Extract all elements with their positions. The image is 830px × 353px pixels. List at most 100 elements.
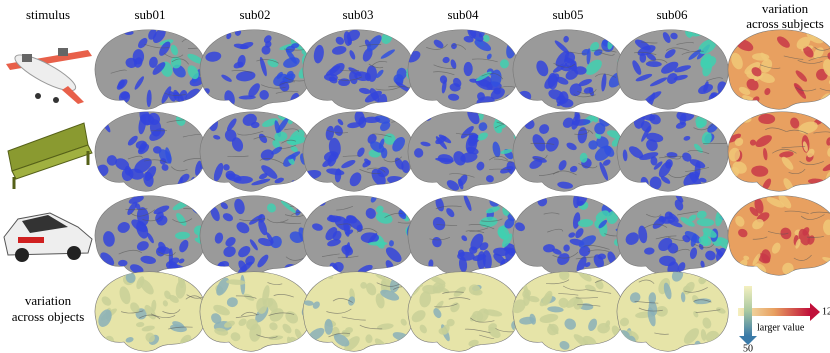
- brain-blob: [303, 196, 312, 206]
- brain-map: [512, 195, 625, 276]
- brain-blob: [648, 300, 658, 316]
- brain-blob: [771, 242, 781, 254]
- brain-blob: [470, 233, 484, 251]
- brain-blob: [569, 165, 578, 173]
- brain-blob: [348, 67, 362, 77]
- brain-sulcus: [489, 168, 512, 171]
- brain-sulcus: [786, 129, 809, 135]
- brain-blob: [802, 141, 808, 152]
- brain-blob: [485, 175, 494, 183]
- brain-blob: [438, 286, 450, 294]
- brain-blob: [262, 118, 278, 128]
- brain-blob: [450, 59, 457, 69]
- brain-blob: [162, 300, 168, 307]
- brain-blob: [274, 131, 288, 142]
- brain-blob: [689, 172, 702, 188]
- brain-blob: [511, 262, 520, 276]
- brain-sulcus: [667, 236, 684, 241]
- brain-blob: [649, 176, 662, 190]
- brain-blob: [322, 158, 332, 168]
- brain-blob: [670, 32, 678, 40]
- subject-header: sub06: [656, 7, 688, 22]
- brain-sulcus: [259, 158, 284, 165]
- brain-blob: [328, 76, 338, 84]
- brain-blob: [483, 34, 490, 42]
- brain-blob: [701, 131, 712, 145]
- brain-blob: [532, 134, 546, 152]
- brain-blob: [576, 200, 584, 206]
- colorbar-vertical: [744, 286, 752, 336]
- brain-map: [302, 195, 415, 276]
- brain-sulcus: [231, 70, 253, 74]
- brain-blob: [341, 160, 356, 169]
- brain-blob: [249, 239, 258, 251]
- brain-blob: [827, 147, 830, 157]
- brain-blob: [758, 113, 776, 125]
- brain-sulcus: [185, 295, 203, 300]
- brain-blob: [343, 218, 350, 237]
- brain-sulcus: [800, 214, 825, 220]
- brain-blob: [586, 48, 591, 65]
- brain-blob: [622, 149, 628, 162]
- brain-blob: [346, 29, 360, 42]
- brain-sulcus: [684, 287, 708, 293]
- brain-blob: [475, 78, 493, 91]
- brain-blob: [728, 147, 741, 162]
- brain-blob: [205, 51, 222, 62]
- brain-blob: [358, 87, 371, 95]
- brain-blob: [796, 36, 811, 50]
- brain-blob: [763, 148, 768, 161]
- brain-blob: [258, 219, 268, 236]
- brain-overlay: [512, 271, 621, 350]
- brain-blob: [145, 332, 155, 343]
- brain-sulcus: [227, 155, 249, 158]
- brain-blob: [460, 152, 478, 163]
- brain-blob: [559, 341, 570, 350]
- brain-sulcus: [267, 282, 283, 285]
- brain-sulcus: [668, 173, 691, 178]
- brain-sulcus: [575, 256, 596, 260]
- brain-blob: [349, 50, 356, 60]
- brain-blob: [135, 322, 145, 328]
- brain-blob: [632, 60, 642, 75]
- brain-blob: [752, 53, 770, 61]
- brain-blob: [683, 328, 700, 344]
- brain-blob: [700, 55, 717, 69]
- brain-blob: [595, 210, 610, 221]
- brain-sulcus: [659, 155, 684, 159]
- brain-blob: [214, 232, 224, 244]
- brain-sulcus: [634, 51, 657, 55]
- brain-blob: [705, 250, 716, 261]
- brain-blob: [698, 236, 712, 247]
- brain-blob: [777, 36, 790, 48]
- brain-blob: [347, 122, 361, 129]
- brain-blob: [125, 272, 136, 284]
- brain-sulcus: [237, 130, 264, 136]
- brain-sulcus: [256, 334, 278, 339]
- brain-blob: [760, 58, 773, 73]
- colorbar-max: 120: [822, 306, 830, 317]
- brain-blob: [476, 161, 485, 171]
- brain-blob: [268, 335, 284, 341]
- brain-blob: [467, 111, 480, 125]
- brain-blob: [738, 86, 751, 95]
- brain-blob: [375, 69, 384, 78]
- brain-blob: [490, 87, 505, 100]
- brain-sulcus: [337, 76, 363, 81]
- brain-sulcus: [376, 282, 400, 287]
- brain-blob: [562, 117, 574, 128]
- brain-blob: [439, 75, 448, 84]
- brain-blob: [575, 228, 584, 239]
- brain-blob: [152, 62, 166, 75]
- brain-blob: [536, 60, 549, 77]
- brain-sulcus: [552, 251, 579, 259]
- brain-blob: [761, 249, 771, 263]
- brain-blob: [625, 232, 639, 245]
- brain-blob: [156, 215, 168, 226]
- brain-sulcus: [767, 231, 789, 235]
- brain-sulcus: [481, 72, 504, 80]
- brain-blob: [543, 244, 555, 253]
- brain-sulcus: [472, 58, 498, 63]
- brain-blob: [668, 212, 679, 223]
- brain-blob: [376, 205, 384, 214]
